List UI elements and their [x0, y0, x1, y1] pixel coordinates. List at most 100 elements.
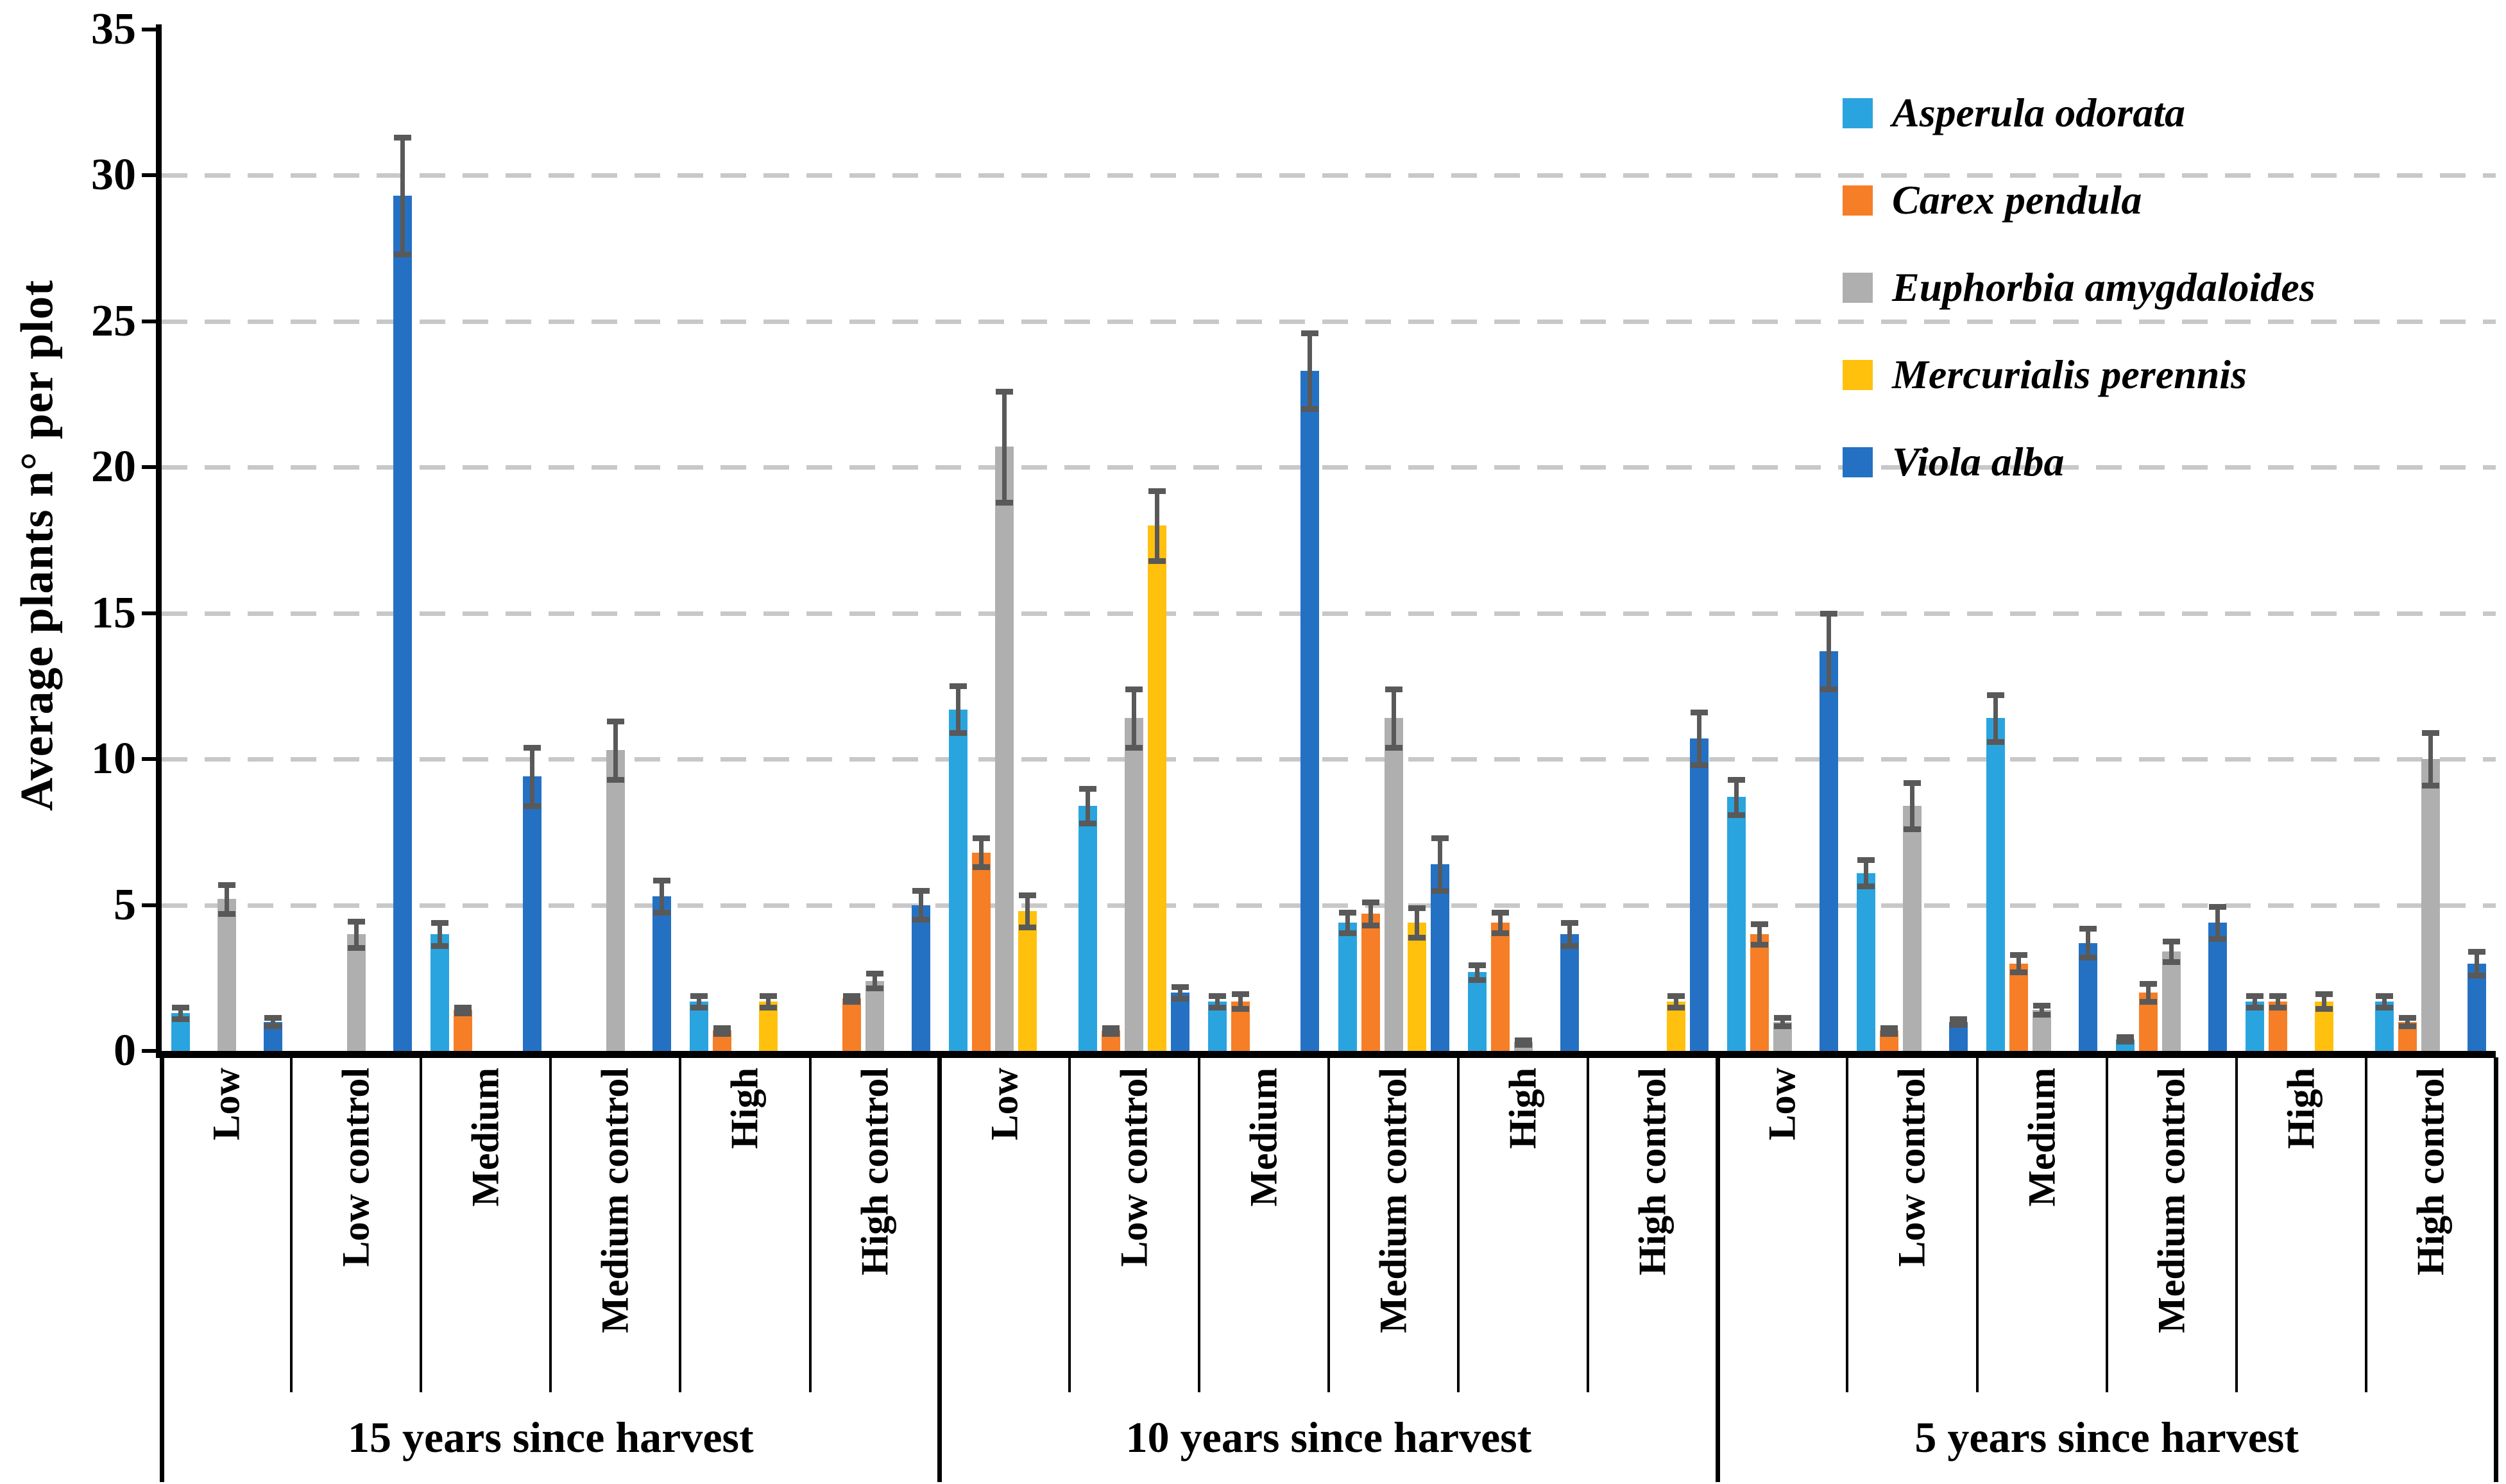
- bar: [1300, 371, 1320, 1051]
- error-bar-cap: [2468, 949, 2486, 955]
- error-bar-cap: [760, 993, 777, 999]
- error-bar-cap: [1338, 930, 1356, 936]
- error-bar-cap: [1560, 919, 1578, 926]
- error-bar-cap: [347, 918, 365, 925]
- error-bar-cap: [1125, 686, 1143, 692]
- category-cell: Medium: [1977, 1057, 2107, 1349]
- error-bar-cap: [1209, 993, 1227, 999]
- error-bar-cap: [843, 998, 861, 1005]
- error-bar-cap: [2117, 1034, 2135, 1041]
- y-tick-label: 25: [91, 296, 136, 346]
- error-bar-cap: [1950, 1016, 1967, 1022]
- legend-item: Viola alba: [1843, 439, 2315, 484]
- error-bar-cap: [1468, 977, 1486, 983]
- y-tick-label: 35: [91, 4, 136, 54]
- bar: [1490, 922, 1510, 1051]
- error-bar-cap: [1301, 406, 1319, 413]
- error-bar-stem: [2040, 1005, 2045, 1015]
- category-divider: [679, 1057, 682, 1392]
- error-bar-stem: [1155, 490, 1160, 561]
- error-bar-cap: [1727, 812, 1745, 818]
- category-divider: [420, 1057, 423, 1392]
- category-label: Low control: [1890, 1068, 1933, 1267]
- bar: [393, 196, 412, 1051]
- category-divider: [808, 1057, 812, 1392]
- error-bar-stem: [979, 837, 984, 867]
- bar: [453, 1010, 472, 1051]
- bar: [217, 899, 236, 1051]
- error-bar-cap: [1820, 686, 1837, 692]
- error-bar-cap: [1079, 785, 1097, 792]
- error-bar-cap: [950, 683, 967, 690]
- error-bar-cap: [1468, 962, 1486, 968]
- error-bar-cap: [1019, 892, 1037, 898]
- error-bar-cap: [393, 135, 411, 141]
- block-divider: [937, 1057, 942, 1482]
- error-bar-stem: [400, 137, 405, 255]
- legend-swatch-icon: [1843, 272, 1873, 303]
- error-bar-cap: [1079, 821, 1097, 827]
- category-label: High: [723, 1068, 766, 1149]
- error-bar-cap: [1361, 900, 1379, 906]
- error-bar-stem: [2086, 928, 2091, 958]
- error-bar-cap: [1904, 780, 1921, 786]
- error-bar-cap: [1102, 1030, 1120, 1037]
- error-bar-cap: [996, 389, 1014, 395]
- error-bar-cap: [2079, 925, 2097, 932]
- error-bar-cap: [1385, 686, 1402, 692]
- category-label: Low: [205, 1068, 248, 1141]
- error-bar-cap: [1904, 826, 1921, 833]
- category-divider: [2105, 1057, 2108, 1392]
- category-label: High: [1501, 1068, 1544, 1149]
- bar: [995, 447, 1014, 1051]
- bar: [346, 934, 366, 1051]
- error-bar-cap: [843, 993, 861, 999]
- error-bar-cap: [1408, 905, 1426, 912]
- error-bar-cap: [523, 744, 541, 751]
- y-tick-mark: [142, 757, 162, 762]
- error-bar-cap: [2269, 993, 2287, 999]
- bar: [1467, 972, 1487, 1051]
- error-bar-cap: [1301, 330, 1319, 337]
- error-bar-cap: [1690, 710, 1708, 716]
- bar: [865, 980, 885, 1051]
- grid-line: [162, 173, 2496, 178]
- error-bar-cap: [2315, 1006, 2333, 1012]
- bar: [949, 709, 968, 1051]
- bar: [1986, 718, 2006, 1051]
- y-tick-mark: [142, 1049, 162, 1053]
- error-bar-cap: [1385, 744, 1402, 751]
- error-bar-cap: [1514, 1037, 1532, 1043]
- y-tick-label: 15: [91, 588, 136, 638]
- error-bar-cap: [1232, 991, 1250, 998]
- bar: [1078, 805, 1098, 1051]
- error-bar-cap: [1560, 943, 1578, 950]
- error-bar-cap: [950, 730, 967, 737]
- error-bar-stem: [354, 921, 359, 948]
- error-bar-cap: [1491, 909, 1509, 916]
- error-bar-stem: [919, 890, 924, 920]
- error-bar-stem: [2276, 995, 2281, 1007]
- error-bar-stem: [2405, 1017, 2410, 1027]
- error-bar-cap: [171, 1004, 189, 1011]
- category-divider: [549, 1057, 552, 1392]
- category-label: Low: [983, 1068, 1026, 1141]
- error-bar-stem: [1437, 837, 1442, 891]
- grid-line: [162, 319, 2496, 324]
- error-bar-stem: [2475, 951, 2480, 975]
- category-cell: High control: [810, 1057, 940, 1349]
- bar: [652, 896, 671, 1051]
- category-divider: [1846, 1057, 1849, 1392]
- y-axis-title: Average plants n° per plot: [11, 279, 63, 812]
- error-bar-cap: [2468, 972, 2486, 978]
- error-bar-cap: [1820, 610, 1837, 617]
- error-bar-cap: [1987, 692, 2005, 699]
- error-bar-cap: [1727, 776, 1745, 783]
- error-bar-cap: [2033, 1003, 2051, 1009]
- y-tick-label: 5: [114, 880, 136, 930]
- bar: [1125, 718, 1144, 1051]
- error-bar-cap: [2246, 993, 2264, 999]
- bar: [1018, 910, 1037, 1051]
- bar: [1857, 873, 1875, 1051]
- category-cell: Low: [940, 1057, 1070, 1349]
